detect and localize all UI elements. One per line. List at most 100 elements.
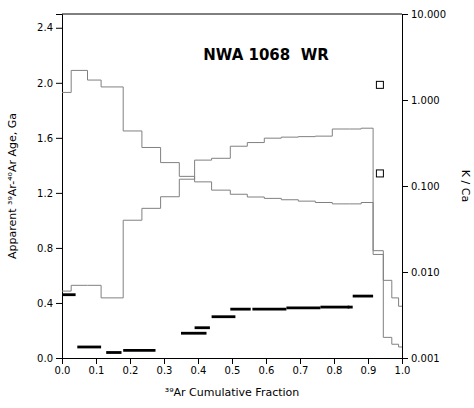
tick-label: 2.0	[37, 78, 53, 89]
step-segment	[161, 196, 180, 197]
tick-mark	[56, 303, 62, 304]
tick-label: 0.9	[361, 365, 377, 376]
tick-mark	[96, 358, 97, 364]
step-connector	[247, 143, 248, 147]
tick: 0.9	[361, 358, 377, 376]
tick: 0.0	[55, 358, 71, 376]
step-segment	[123, 349, 155, 352]
step-segment	[348, 306, 353, 309]
y2-axis-title: K / Ca	[459, 170, 472, 202]
step-connector	[179, 163, 180, 177]
tick-mark	[402, 186, 408, 187]
tick-mark	[164, 358, 165, 364]
tick-mark	[56, 28, 62, 29]
marks	[62, 70, 402, 352]
tick: 0.0	[37, 353, 62, 364]
tick-mark	[402, 272, 408, 273]
point	[376, 170, 383, 177]
step-segment	[62, 92, 71, 93]
step-segment	[230, 146, 247, 147]
step-segment	[77, 346, 101, 349]
y-axis: 0.0 0.4 0.8 1.2 1.6 2.0 2.4	[37, 15, 62, 364]
tick: 0.2	[123, 358, 139, 376]
step-connector	[373, 128, 374, 254]
step-segment	[281, 199, 298, 200]
step-connector	[194, 160, 195, 179]
tick-mark	[368, 358, 369, 364]
tick: 1.2	[37, 188, 62, 199]
step-segment	[106, 351, 121, 354]
tick-label: 0.0	[55, 365, 71, 376]
tick: 0.7	[293, 358, 309, 376]
y-axis-title: Apparent ³⁹Ar-⁴⁰Ar Age, Ga	[6, 113, 19, 259]
step-connector	[160, 197, 161, 209]
frame	[62, 14, 402, 15]
step-segment	[88, 285, 102, 286]
step-segment	[383, 280, 392, 281]
step-segment	[353, 295, 373, 298]
series	[376, 81, 383, 177]
tick: 0.100	[402, 181, 440, 192]
step-connector	[101, 285, 102, 298]
step-segment	[361, 202, 373, 203]
tick: 1.6	[37, 133, 62, 144]
step-segment	[281, 137, 298, 138]
step-connector	[398, 298, 399, 306]
tick-label: 1.2	[37, 188, 53, 199]
step-segment	[230, 308, 250, 311]
tick-label: 0.5	[225, 365, 241, 376]
step-segment	[252, 308, 286, 311]
tick-mark	[266, 358, 267, 364]
tick-mark	[402, 14, 408, 15]
step-segment	[247, 142, 264, 143]
tick-mark	[56, 358, 62, 359]
tick-mark	[300, 358, 301, 364]
tick-label: 0.4	[37, 298, 53, 309]
step-connector	[391, 280, 392, 298]
tick: 2.0	[37, 78, 62, 89]
title: NWA 1068 WR	[203, 46, 329, 64]
tick: 2.4	[37, 22, 62, 33]
step-segment	[212, 158, 231, 159]
step-connector	[230, 146, 231, 158]
step-connector	[383, 251, 384, 338]
step-segment	[383, 337, 392, 338]
axis-line	[403, 15, 409, 359]
step-segment	[373, 250, 383, 251]
tick-mark	[402, 358, 408, 359]
step-segment	[315, 136, 332, 137]
step-segment	[361, 128, 373, 129]
tick-label: 0.8	[327, 365, 343, 376]
tick-mark	[56, 83, 62, 84]
step-segment	[264, 138, 281, 139]
tick: 0.5	[225, 358, 241, 376]
point	[376, 81, 383, 88]
step-segment	[392, 344, 399, 345]
step-connector	[141, 131, 142, 148]
tick-mark	[198, 358, 199, 364]
step-connector	[179, 179, 180, 197]
step-segment	[373, 254, 383, 255]
step-segment	[399, 346, 402, 347]
tick-label: 0.100	[411, 181, 440, 192]
tick: 0.3	[157, 358, 173, 376]
step-segment	[181, 332, 207, 335]
step-segment	[195, 181, 212, 182]
tick-mark	[402, 100, 408, 101]
tick: 0.010	[402, 267, 440, 278]
tick-mark	[130, 358, 131, 364]
step-segment	[349, 203, 361, 204]
step-segment	[123, 130, 142, 131]
chart: 0.00.10.20.30.40.50.60.70.80.91.00.00.40…	[0, 0, 474, 408]
step-segment	[142, 208, 161, 209]
step-segment	[62, 293, 76, 296]
tick-label: 0.8	[37, 243, 53, 254]
tick-label: 1.6	[37, 133, 53, 144]
step-segment	[315, 202, 332, 203]
step-connector	[211, 182, 212, 190]
series	[62, 70, 402, 347]
x-axis: 0.00.10.20.30.40.50.60.70.80.91.0	[55, 358, 411, 376]
tick: 0.6	[259, 358, 275, 376]
step-segment	[230, 194, 247, 195]
tick: 0.1	[89, 358, 105, 376]
